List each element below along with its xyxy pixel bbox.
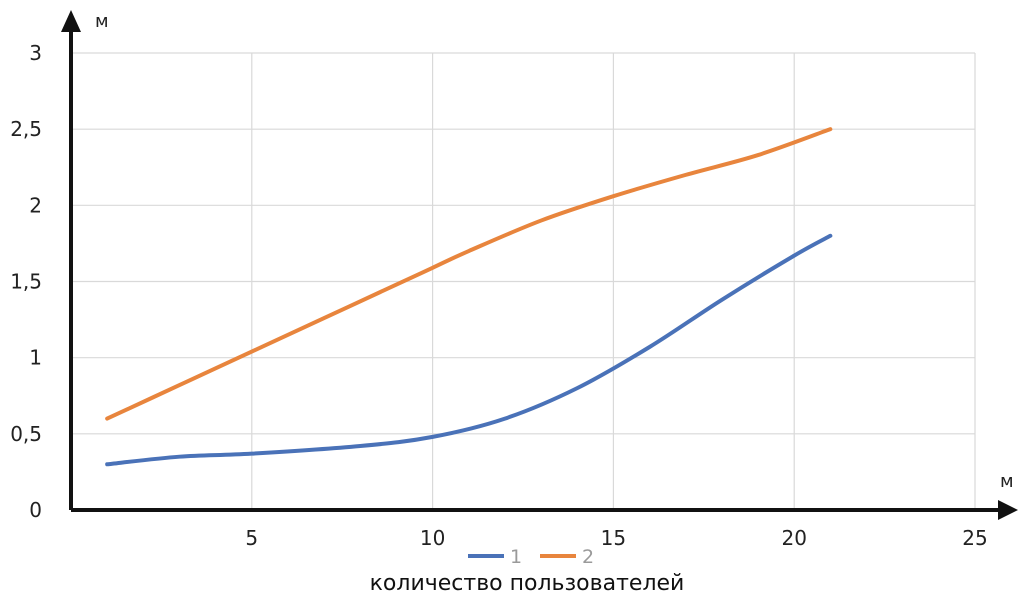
axes-layer [61, 10, 1018, 520]
y-axis-unit-label: м [95, 11, 109, 32]
legend-label-1: 1 [510, 546, 522, 568]
tick-labels-layer: 0 0,5 1 1,5 2 2,5 3 5 10 15 20 25 [10, 41, 988, 550]
series-layer [105, 127, 833, 467]
y-tick-label: 0 [29, 498, 42, 522]
x-tick-label: 25 [962, 526, 987, 550]
x-tick-label: 5 [245, 526, 258, 550]
y-tick-label: 2 [29, 193, 42, 217]
legend-label-2: 2 [582, 546, 594, 568]
y-tick-label: 1 [29, 346, 42, 370]
y-axis-arrow [61, 10, 81, 32]
x-tick-label: 10 [420, 526, 445, 550]
y-tick-label: 3 [29, 41, 42, 65]
x-tick-label: 15 [601, 526, 626, 550]
x-axis-arrow [998, 500, 1018, 520]
x-axis-title: количество пользователей [370, 571, 685, 596]
grid-layer [71, 52, 976, 510]
y-tick-label: 1,5 [10, 270, 42, 294]
y-tick-label: 2,5 [10, 117, 42, 141]
series-line-1 [105, 233, 833, 467]
x-tick-label: 20 [781, 526, 806, 550]
y-tick-label: 0,5 [10, 422, 42, 446]
x-axis-unit-label: м [1000, 471, 1014, 492]
series-line-2 [105, 127, 833, 421]
